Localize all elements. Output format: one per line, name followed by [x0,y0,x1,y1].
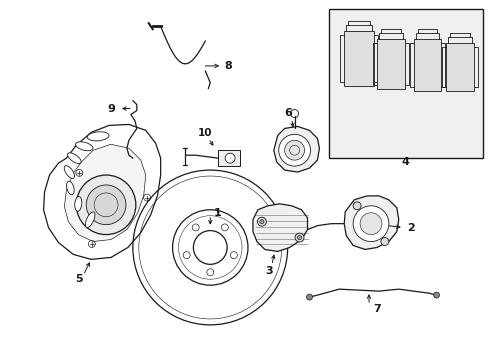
Text: 6: 6 [284,108,292,117]
Polygon shape [344,31,373,86]
Circle shape [259,220,264,224]
Polygon shape [273,126,319,172]
Circle shape [257,217,266,226]
Text: 7: 7 [372,304,380,314]
Polygon shape [446,43,473,91]
Circle shape [224,153,235,163]
Text: 10: 10 [198,129,212,138]
Circle shape [359,213,381,235]
Text: 8: 8 [224,61,231,71]
Circle shape [380,238,388,246]
Ellipse shape [66,181,74,195]
Bar [328,9,482,158]
Circle shape [352,202,360,210]
Circle shape [278,134,310,166]
Text: 3: 3 [264,266,272,276]
Circle shape [352,206,388,242]
Polygon shape [252,204,307,251]
Bar [218,150,240,166]
Polygon shape [413,39,441,91]
Text: 5: 5 [75,274,83,284]
Circle shape [294,233,304,242]
Ellipse shape [85,212,95,228]
Text: 2: 2 [406,222,414,233]
Ellipse shape [75,197,81,211]
Polygon shape [64,144,145,242]
Circle shape [284,140,304,160]
Ellipse shape [76,142,93,151]
Text: 9: 9 [107,104,115,113]
Ellipse shape [87,132,109,141]
Ellipse shape [67,153,81,163]
Circle shape [297,235,301,239]
Circle shape [76,175,136,235]
Circle shape [306,294,312,300]
Circle shape [433,292,439,298]
Text: 1: 1 [213,208,221,218]
Polygon shape [344,196,398,249]
Ellipse shape [64,166,74,179]
Text: 4: 4 [401,157,409,167]
Polygon shape [376,39,404,89]
Circle shape [86,185,126,225]
